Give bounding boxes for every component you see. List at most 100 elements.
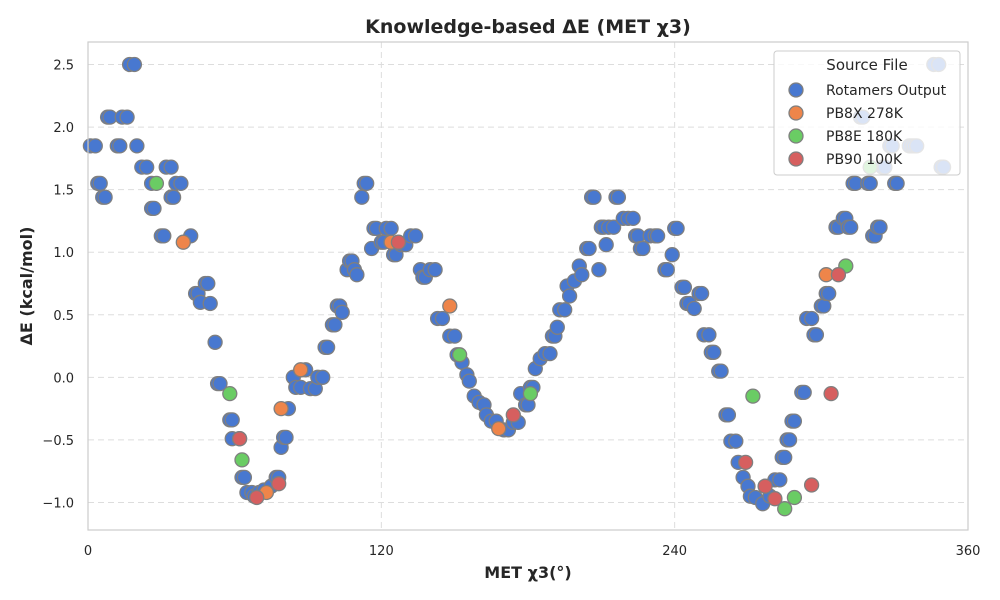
legend-marker [788,151,804,167]
legend-label: PB8E 180K [826,129,903,145]
data-point [586,189,602,205]
data-point [390,234,407,250]
data-point [843,219,859,235]
data-point [451,347,468,363]
x-tick-label: 120 [369,544,394,559]
data-point [200,275,216,292]
data-point [319,339,336,355]
data-point [163,159,179,175]
data-point [591,262,607,278]
legend-box [773,50,961,176]
y-tick-label: −1.0 [42,496,74,511]
data-point [803,310,820,327]
data-point [862,175,878,192]
chart-title: Knowledge-based ΔE (MET χ3) [365,16,691,38]
data-point [649,228,666,244]
data-point [823,385,839,402]
data-point [659,262,675,278]
data-point [610,189,627,205]
data-point [222,385,238,402]
y-tick-label: 0.0 [53,371,74,386]
data-point [781,432,798,448]
data-point [234,452,250,468]
y-tick-label: 0.5 [53,309,74,324]
series-2 [148,159,878,517]
data-point [772,472,788,488]
data-point [686,300,702,317]
data-point [447,328,463,344]
data-point [491,420,507,437]
data-point [803,477,820,493]
data-point [87,138,103,154]
legend-items: Rotamers Output PB8X 278K PB8E 180K PB90 10… [788,82,947,168]
data-point [777,501,793,517]
data-points [82,56,952,517]
legend-marker [788,82,804,98]
data-point [427,262,443,278]
legend: Source File Rotamers Output PB8X 278K PB8E… [773,50,961,176]
data-point [112,138,128,154]
data-point [581,240,597,257]
data-point [767,491,783,507]
data-point [271,476,287,492]
data-point [598,237,614,253]
data-point [737,454,754,471]
data-point [796,384,812,401]
data-point [664,247,680,263]
data-point [745,388,761,404]
data-point [701,327,717,343]
data-point [119,109,135,125]
data-point [830,267,847,283]
data-point [148,175,165,192]
data-point [146,200,162,217]
data-point [728,433,744,449]
data-point [561,288,578,304]
x-tick-label: 0 [84,544,92,559]
axis-ticks: 0 120 240 360 −1.0 −0.5 0.0 0.5 1.0 1.5 2.0 2.5 [42,59,980,559]
y-tick-label: 1.5 [53,184,74,199]
data-point [542,345,558,362]
data-point [605,219,622,235]
data-point [278,429,294,446]
x-axis-title: MET χ3(°) [484,563,571,582]
legend-label: PB90 100K [826,152,903,168]
data-point [549,319,565,335]
data-point [126,56,143,73]
data-point [757,478,773,494]
data-point [522,385,539,402]
data-point [92,175,108,192]
data-point [383,220,399,237]
data-point [786,489,803,506]
data-point [273,400,289,417]
data-point [713,363,729,379]
y-axis-title: ΔE (kcal/mol) [17,227,36,346]
data-point [720,407,737,423]
data-point [349,267,365,283]
series-3 [231,234,847,507]
data-point [156,228,172,244]
legend-marker [788,105,804,121]
data-point [212,375,228,392]
data-point [334,304,350,320]
data-point [635,240,651,257]
legend-label: Rotamers Output [826,83,947,99]
data-point [359,175,375,192]
data-point [249,489,265,506]
data-point [676,279,693,295]
data-point [315,369,331,385]
data-point [129,138,145,154]
data-point [175,234,191,250]
data-point [407,228,424,244]
y-tick-label: 2.5 [53,59,74,74]
x-tick-label: 360 [956,544,981,559]
data-point [889,175,905,192]
legend-title: Source File [826,56,907,74]
data-point [139,159,155,175]
y-tick-label: −0.5 [42,434,74,449]
legend-marker [788,128,804,144]
data-point [207,334,223,350]
data-point [625,210,641,227]
data-point [706,344,722,360]
data-point [872,219,888,235]
